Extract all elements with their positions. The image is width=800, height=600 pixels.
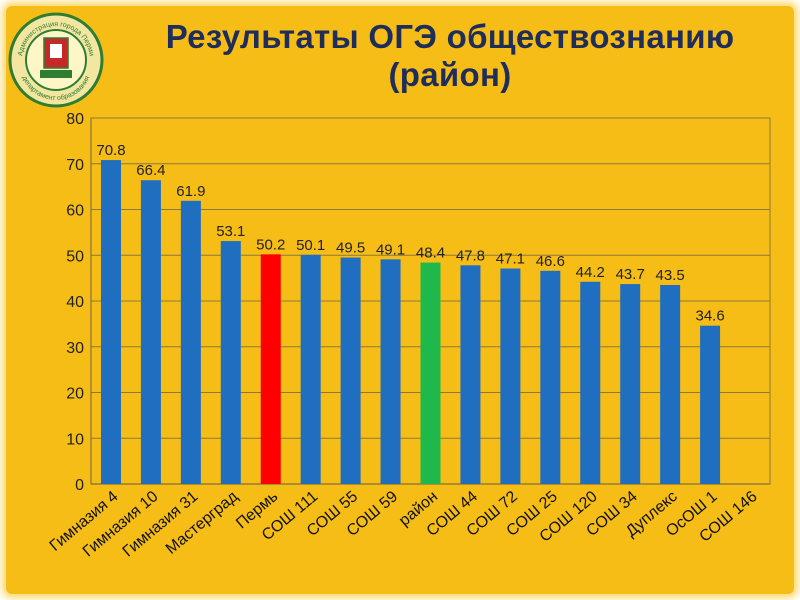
bar xyxy=(500,268,521,484)
bar xyxy=(180,200,201,484)
data-label: 66.4 xyxy=(136,162,165,179)
bar xyxy=(420,262,441,484)
y-tick-label: 0 xyxy=(75,477,84,494)
data-label: 48.4 xyxy=(416,245,445,262)
data-label: 34.6 xyxy=(695,308,724,325)
data-label: 46.6 xyxy=(536,253,565,270)
y-tick-label: 50 xyxy=(66,248,84,265)
bar xyxy=(220,241,241,484)
bar xyxy=(300,254,321,484)
bar xyxy=(540,270,561,484)
y-tick-label: 40 xyxy=(66,294,84,311)
bar xyxy=(700,325,721,484)
data-label: 50.1 xyxy=(296,237,325,254)
bar xyxy=(620,284,641,484)
bar xyxy=(140,180,161,484)
y-tick-label: 70 xyxy=(66,157,84,174)
page-title: Результаты ОГЭ обществознанию (район) xyxy=(130,18,770,94)
data-label: 70.8 xyxy=(96,142,125,159)
data-label: 61.9 xyxy=(176,183,205,200)
data-label: 44.2 xyxy=(576,264,605,281)
data-label: 49.5 xyxy=(336,240,365,257)
bar xyxy=(340,257,361,484)
y-tick-label: 60 xyxy=(66,203,84,220)
data-label: 43.5 xyxy=(656,267,685,284)
bar xyxy=(100,160,121,484)
bar xyxy=(660,284,681,484)
y-tick-label: 10 xyxy=(66,431,84,448)
data-label: 47.1 xyxy=(496,251,525,268)
data-label: 50.2 xyxy=(256,236,285,253)
bar xyxy=(260,254,281,484)
bar xyxy=(380,259,401,484)
department-emblem-icon: Администрация города Перми департамент о… xyxy=(8,12,104,108)
data-label: 43.7 xyxy=(616,266,645,283)
y-tick-label: 30 xyxy=(66,340,84,357)
title-line-1: Результаты ОГЭ обществознанию xyxy=(165,18,735,55)
data-label: 53.1 xyxy=(216,223,245,240)
data-label: 49.1 xyxy=(376,241,405,258)
y-tick-label: 20 xyxy=(66,386,84,403)
y-tick-label: 80 xyxy=(66,111,84,128)
title-line-2: (район) xyxy=(388,56,512,93)
bar xyxy=(580,281,601,484)
bar xyxy=(460,265,481,484)
data-label: 47.8 xyxy=(456,247,485,264)
